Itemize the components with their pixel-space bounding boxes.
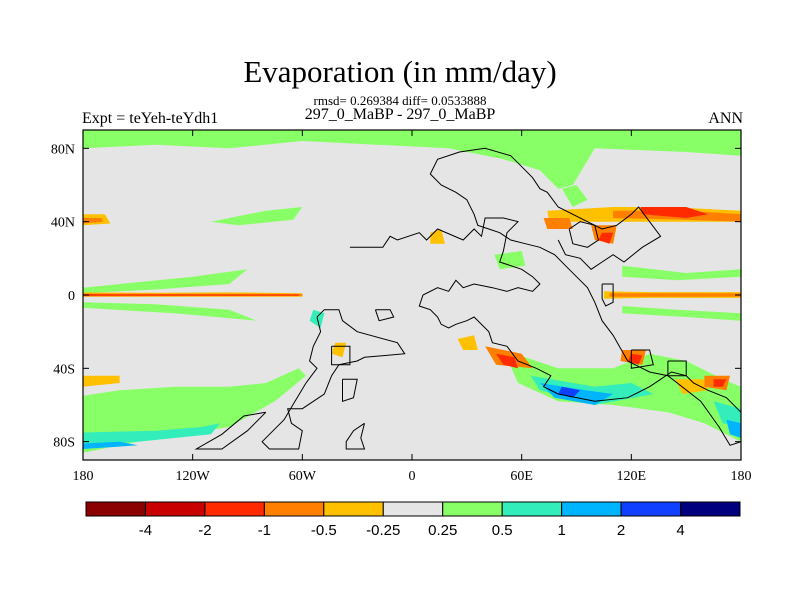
colorbar-label: 1 bbox=[557, 522, 565, 539]
stats-text: rmsd= 0.269384 diff= 0.0533888 bbox=[313, 93, 487, 108]
y-tick-label: 40N bbox=[51, 216, 75, 231]
colorbar: -4 -2 -1 -0.5 -0.25 0.25 0.5 1 2 4 bbox=[85, 501, 741, 539]
y-tick-label: 0 bbox=[68, 289, 75, 304]
continent-outline bbox=[374, 309, 395, 322]
colorbar-swatch bbox=[501, 501, 563, 517]
x-tick-label: 180 bbox=[731, 469, 752, 484]
colorbar-swatch bbox=[442, 501, 503, 517]
contour-region bbox=[609, 293, 741, 297]
chart-subtitle: 297_0_MaBP - 297_0_MaBP bbox=[304, 106, 496, 123]
continent-outline bbox=[342, 378, 358, 402]
contour-region bbox=[83, 423, 221, 446]
colorbar-swatch bbox=[382, 501, 444, 517]
continent-outline bbox=[568, 221, 599, 248]
colorbar-label: -0.25 bbox=[366, 522, 400, 539]
colorbar-swatch bbox=[620, 501, 682, 517]
contour-region bbox=[210, 207, 303, 226]
colorbar-label: 2 bbox=[617, 522, 625, 539]
contour-region bbox=[726, 419, 741, 438]
x-tick-label: 0 bbox=[409, 469, 416, 484]
y-tick-label: 40S bbox=[53, 362, 75, 377]
colorbar-swatch bbox=[204, 501, 265, 517]
contour-region bbox=[675, 379, 709, 394]
contour-region bbox=[640, 207, 709, 218]
plot-area bbox=[83, 130, 741, 460]
contour-region bbox=[598, 232, 614, 244]
colorbar-swatch bbox=[561, 501, 622, 517]
chart-title: Evaporation (in mm/day) bbox=[243, 54, 557, 89]
continent-outline bbox=[630, 349, 654, 369]
colorbar-swatch bbox=[144, 501, 206, 517]
contour-region bbox=[83, 441, 138, 449]
season-label: ANN bbox=[708, 110, 743, 127]
y-tick-label: 80N bbox=[51, 142, 75, 157]
colorbar-label: -1 bbox=[258, 522, 271, 539]
colorbar-label: -0.5 bbox=[311, 522, 337, 539]
colorbar-swatch bbox=[680, 501, 741, 517]
map-axes: 180 120W 60W 0 60E 120E 180 80N 40N 0 40S 80S bbox=[51, 129, 752, 484]
colorbar-swatch bbox=[323, 501, 384, 517]
contour-region bbox=[713, 401, 741, 427]
contour-region bbox=[561, 185, 588, 207]
y-tick-label: 80S bbox=[53, 436, 75, 451]
x-tick-label: 120E bbox=[617, 469, 647, 484]
contour-region bbox=[83, 375, 120, 387]
continent-outline bbox=[601, 283, 614, 307]
contour-region bbox=[83, 130, 741, 189]
continent-outline bbox=[345, 422, 366, 450]
contour-region bbox=[83, 294, 299, 296]
colorbar-label: 0.5 bbox=[492, 522, 513, 539]
continent-outline bbox=[194, 411, 267, 450]
contour-region bbox=[530, 375, 654, 405]
continent-outline bbox=[667, 360, 687, 377]
colorbar-label: -4 bbox=[139, 522, 152, 539]
continent-outline bbox=[331, 345, 351, 366]
experiment-label: Expt = teYeh-teYdh1 bbox=[82, 110, 219, 127]
colorbar-label: 4 bbox=[676, 522, 684, 539]
x-tick-label: 60E bbox=[510, 469, 533, 484]
contour-region bbox=[83, 302, 257, 321]
colorbar-swatch bbox=[263, 501, 325, 517]
colorbar-label: -2 bbox=[198, 522, 211, 539]
contour-region bbox=[622, 265, 741, 281]
contour-region bbox=[713, 379, 727, 387]
contour-region bbox=[83, 269, 248, 294]
contour-region bbox=[543, 218, 573, 229]
contour-region bbox=[496, 353, 518, 369]
colorbar-label: 0.25 bbox=[428, 522, 457, 539]
x-tick-label: 180 bbox=[73, 469, 94, 484]
contour-region bbox=[622, 306, 741, 321]
x-tick-label: 60W bbox=[289, 469, 317, 484]
contour-region bbox=[174, 405, 230, 424]
continent-outline bbox=[261, 309, 406, 450]
x-tick-label: 120W bbox=[176, 469, 211, 484]
contour-region bbox=[457, 335, 478, 350]
continent-outline bbox=[349, 147, 741, 446]
colorbar-swatch bbox=[85, 501, 146, 517]
